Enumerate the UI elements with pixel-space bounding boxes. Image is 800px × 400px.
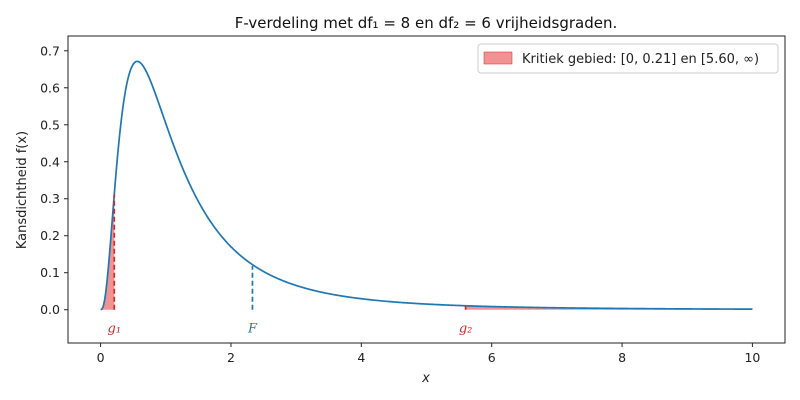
x-tick-label: 2 [227, 350, 235, 365]
y-tick-label: 0.0 [40, 302, 60, 317]
x-tick-label: 10 [744, 350, 760, 365]
legend-label: Kritiek gebied: [0, 0.21] en [5.60, ∞) [522, 52, 759, 67]
marker-label-2: g₂ [459, 322, 473, 337]
y-tick-label: 0.7 [40, 43, 60, 58]
legend-box [477, 43, 779, 74]
critical-region-upper [465, 305, 753, 310]
legend: Kritiek gebied: [0, 0.21] en [5.60, ∞) [477, 43, 779, 74]
x-tick-label: 0 [97, 350, 105, 365]
x-tick-label: 6 [488, 350, 496, 365]
y-tick-label: 0.2 [40, 228, 60, 243]
y-tick-label: 0.5 [40, 117, 60, 132]
chart-title: F-verdeling met df₁ = 8 en df₂ = 6 vrijh… [235, 14, 618, 32]
marker-label-0: g₁ [108, 322, 122, 337]
y-tick-label: 0.1 [40, 265, 60, 280]
legend-swatch [483, 51, 513, 65]
y-tick-label: 0.3 [40, 191, 60, 206]
x-axis: 0 2 4 6 8 10 [97, 343, 760, 365]
y-tick-label: 0.4 [40, 154, 60, 169]
y-axis-label: Kansdichtheid f(x) [15, 131, 30, 249]
y-tick-label: 0.6 [40, 80, 60, 95]
critical-region-lower [100, 194, 115, 310]
marker-label-1: F [247, 322, 258, 337]
x-tick-label: 4 [357, 350, 365, 365]
plot-frame [67, 35, 786, 344]
x-axis-label: x [421, 371, 430, 386]
density-curve [100, 60, 753, 311]
y-axis: 0.0 0.1 0.2 0.3 0.4 0.5 0.6 0.7 [40, 43, 68, 317]
x-tick-label: 8 [618, 350, 626, 365]
